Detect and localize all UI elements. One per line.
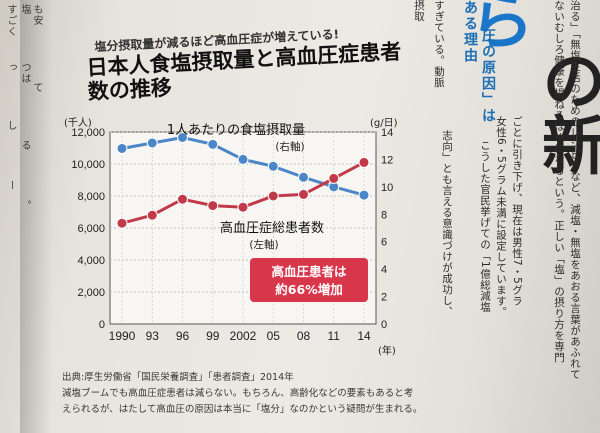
x-unit-label: (年)	[378, 344, 396, 357]
chart-series	[116, 131, 370, 229]
series-point-1	[298, 171, 309, 183]
series-point-1	[237, 153, 249, 165]
series-axis-note: (右軸)	[275, 140, 304, 153]
left-fragment: 。	[19, 200, 30, 211]
left-tick-label: 0	[99, 319, 105, 331]
series-point-2	[237, 201, 249, 213]
series-point-1	[358, 189, 370, 201]
series-point-2	[298, 188, 309, 200]
left-fragment: ー	[5, 180, 16, 191]
series-point-2	[207, 200, 219, 212]
left-fragment: て	[31, 82, 42, 93]
callout-text: 高血圧患者は	[271, 264, 347, 279]
left-tick-label: 2,000	[77, 287, 105, 299]
x-tick-label: 2002	[230, 329, 257, 343]
callout-box	[250, 258, 368, 302]
x-tick-label: 08	[297, 329, 311, 343]
body-column: ないむしろ健康を損ねるはめになるという。正しい「塩」の摂り方を専門	[553, 0, 565, 363]
series-point-2	[267, 190, 279, 202]
caption-line: 減塩ブームでも高血圧症患者は減らない。もちろん、高齢化などの要素もあると考	[62, 388, 414, 399]
right-tick-label: 0	[381, 319, 387, 331]
left-fragment: し	[5, 120, 16, 131]
body-column: ごとに引き下げ、現在は男性7・5グラ	[511, 116, 523, 307]
left-fragment: つは	[19, 62, 30, 84]
right-tick-label: 10	[381, 182, 393, 194]
left-tick-label: 12,000	[71, 127, 105, 139]
series-point-1	[177, 131, 188, 143]
page-gutter	[20, 0, 66, 433]
body-column: 女性6・5グラム未満に設定しています。	[495, 116, 507, 318]
x-tick-label: 99	[206, 329, 220, 343]
series-point-2	[328, 172, 340, 184]
chart-svg: 0 2,000 4,000 6,000 8,000 10,000 12,000 0 2 4 6 8 10…	[64, 117, 398, 357]
series-point-1	[116, 142, 128, 154]
left-fragment: も安	[31, 4, 42, 26]
section-heading: ある理由	[462, 0, 478, 64]
chart-axes: 0 2,000 4,000 6,000 8,000 10,000 12,000 0 2 4 6 8 10…	[64, 117, 398, 357]
right-tick-label: 4	[381, 264, 387, 276]
x-tick-label: 14	[357, 329, 371, 343]
series-label: 高血圧症総患者数	[220, 220, 324, 236]
caption-line: えられるが、はたして高血圧の原因は本当に「塩分」なのかという疑問が生まれる。	[62, 404, 423, 415]
x-tick-label: 11	[328, 329, 341, 343]
right-tick-label: 8	[381, 209, 387, 221]
series-point-2	[177, 193, 188, 205]
series-label: 1人あたりの食塩摂取量	[167, 122, 305, 138]
series-axis-note: (左軸)	[249, 238, 278, 251]
body-column: 摂取	[413, 0, 425, 22]
left-tick-label: 10,000	[71, 159, 105, 171]
series-point-2	[146, 209, 158, 221]
right-tick-label: 2	[381, 292, 387, 304]
right-tick-label: 6	[381, 237, 387, 249]
source-line: 出典:厚生労働省「国民栄養調査」「患者調査」2014年	[62, 372, 294, 383]
left-fragment: っ	[5, 62, 16, 73]
body-column: 治る」「無塩生活のためのレシピ」など、減塩・無塩をあおる言葉があふれて	[569, 0, 581, 380]
x-tick-label: 05	[267, 329, 281, 343]
left-unit-label: (千人)	[64, 117, 92, 129]
chart-source: 出典:厚生労働省「国民栄養調査」「患者調査」2014年 減塩ブームでも高血圧症患…	[62, 370, 422, 418]
left-fragment: すごく	[5, 4, 16, 37]
series-point-1	[146, 137, 158, 149]
callout-text: 約66%増加	[275, 282, 342, 297]
series-point-1	[207, 138, 219, 150]
left-fragment: 塩	[19, 4, 30, 15]
body-column: こうした官民挙げての「1億総減塩	[479, 140, 491, 313]
section-heading: 圧の原因」は	[480, 28, 496, 124]
right-tick-label: 12	[381, 154, 393, 166]
big-heading-char: の新	[531, 48, 600, 176]
series-point-1	[267, 160, 279, 172]
x-tick-label: 1990	[109, 329, 136, 343]
body-column: すぎている。動脈	[433, 0, 445, 88]
left-tick-label: 6,000	[77, 223, 105, 235]
left-tick-label: 8,000	[77, 191, 105, 203]
series-point-2	[358, 156, 370, 168]
big-heading-char: ら	[470, 0, 534, 59]
left-fragment: る	[19, 140, 30, 151]
right-unit-label: (g/日)	[370, 118, 398, 129]
body-column: 志向」とも言える意識づけが成功し、	[441, 130, 453, 317]
right-tick-label: 14	[381, 127, 393, 139]
left-tick-label: 4,000	[77, 255, 105, 267]
series-point-2	[116, 217, 128, 229]
x-tick-label: 93	[146, 329, 160, 343]
x-tick-label: 96	[176, 329, 190, 343]
